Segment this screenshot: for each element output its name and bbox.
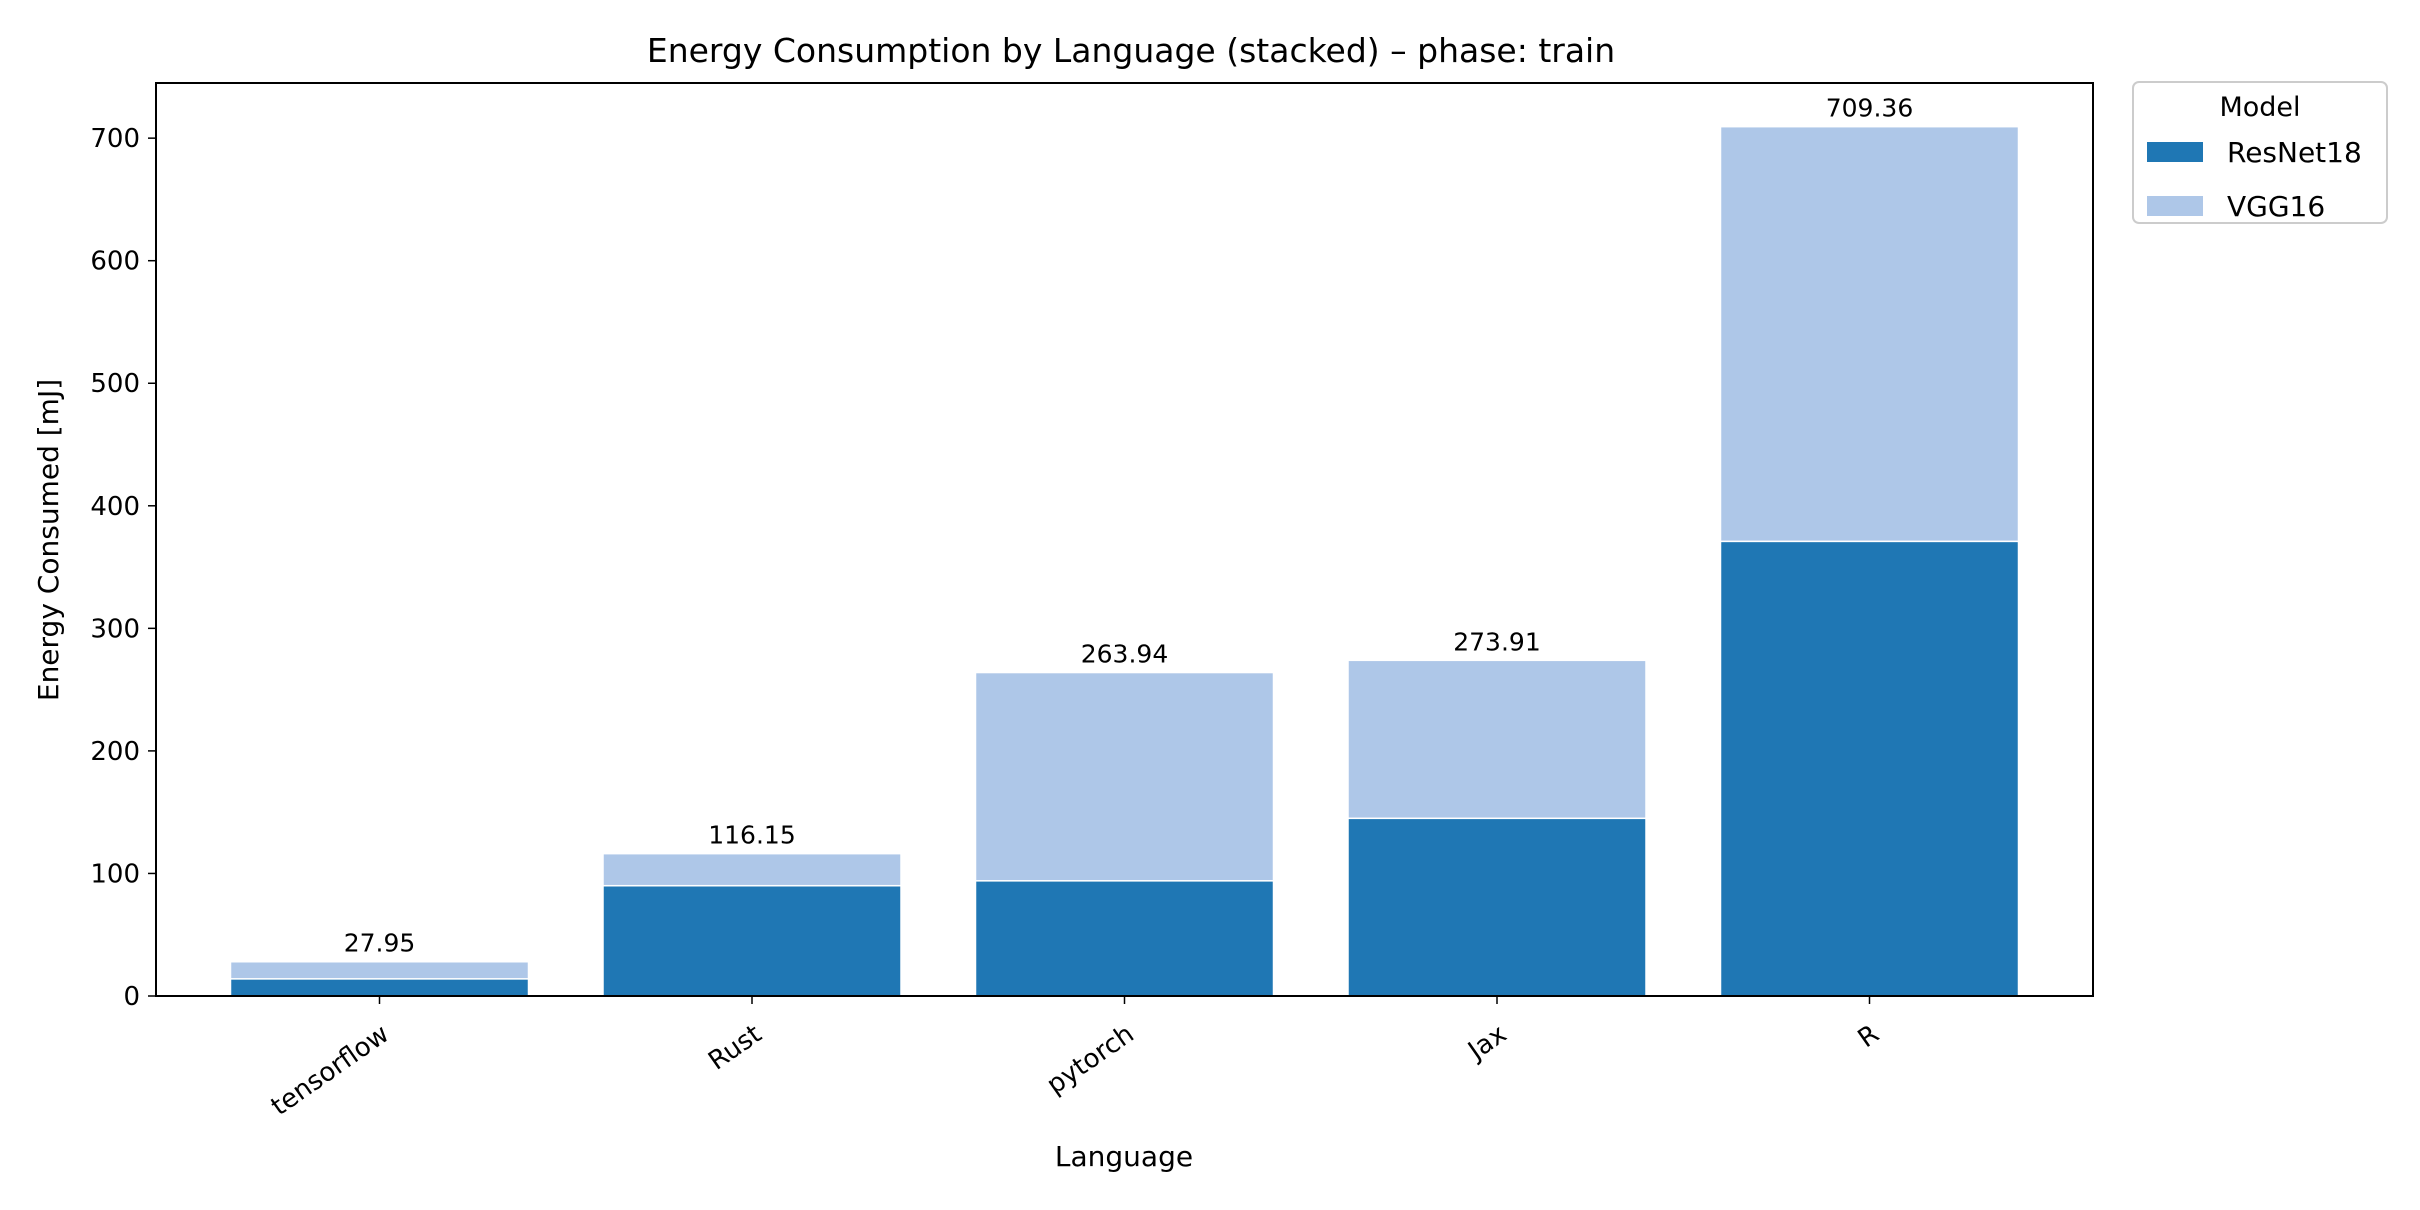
y-tick-label: 300 [90, 614, 140, 644]
x-axis: tensorflow Rust pytorch Jax R [266, 996, 1885, 1122]
y-tick-label: 400 [90, 492, 140, 522]
x-tick-label-tensorflow: tensorflow [266, 1019, 395, 1122]
plot-frame [155, 82, 2094, 997]
x-tick-label-rust: Rust [703, 1019, 767, 1076]
bar-r-vgg16 [1719, 125, 2020, 543]
total-label-pytorch: 263.94 [1081, 640, 1168, 669]
bar-pytorch-resnet18 [974, 880, 1275, 997]
y-tick-label: 600 [90, 247, 140, 277]
y-tick-label: 500 [90, 369, 140, 399]
total-label-rust: 116.15 [708, 821, 795, 850]
data-labels-group: 27.95 116.15 263.94 273.91 709.36 [344, 94, 1914, 958]
x-tick-label-jax: Jax [1461, 1019, 1512, 1067]
y-tick-label: 200 [90, 737, 140, 767]
y-tick-label: 0 [123, 982, 140, 1012]
bar-rust-resnet18 [602, 884, 902, 997]
y-tick-label: 700 [90, 124, 140, 154]
bars-group [229, 125, 2020, 997]
x-tick-label-r: R [1853, 1019, 1885, 1054]
total-label-r: 709.36 [1826, 94, 1913, 123]
y-axis: 0 100 200 300 400 500 600 700 [90, 124, 156, 1012]
legend: Model ResNet18 VGG16 [2132, 81, 2388, 224]
chart-title: Energy Consumption by Language (stacked)… [647, 31, 1615, 70]
bar-tensorflow-vgg16 [229, 960, 530, 980]
bar-pytorch-vgg16 [974, 671, 1275, 882]
bar-jax-vgg16 [1347, 659, 1647, 820]
legend-label-resnet18: ResNet18 [2227, 136, 2362, 169]
bar-rust-vgg16 [602, 852, 902, 887]
y-tick-label: 100 [90, 859, 140, 889]
bar-tensorflow-resnet18 [229, 978, 530, 997]
x-tick-label-pytorch: pytorch [1041, 1019, 1139, 1100]
total-label-jax: 273.91 [1453, 627, 1540, 656]
bar-jax-resnet18 [1347, 817, 1647, 997]
total-label-tensorflow: 27.95 [344, 929, 416, 958]
legend-label-vgg16: VGG16 [2227, 190, 2325, 223]
bar-r-resnet18 [1719, 540, 2020, 997]
legend-swatch-vgg16 [2147, 196, 2203, 216]
legend-title: Model [2219, 92, 2300, 123]
legend-box [2132, 81, 2388, 224]
x-axis-label: Language [1055, 1140, 1193, 1173]
y-axis-label: Energy Consumed [mJ] [32, 379, 65, 701]
legend-swatch-resnet18 [2147, 142, 2203, 162]
